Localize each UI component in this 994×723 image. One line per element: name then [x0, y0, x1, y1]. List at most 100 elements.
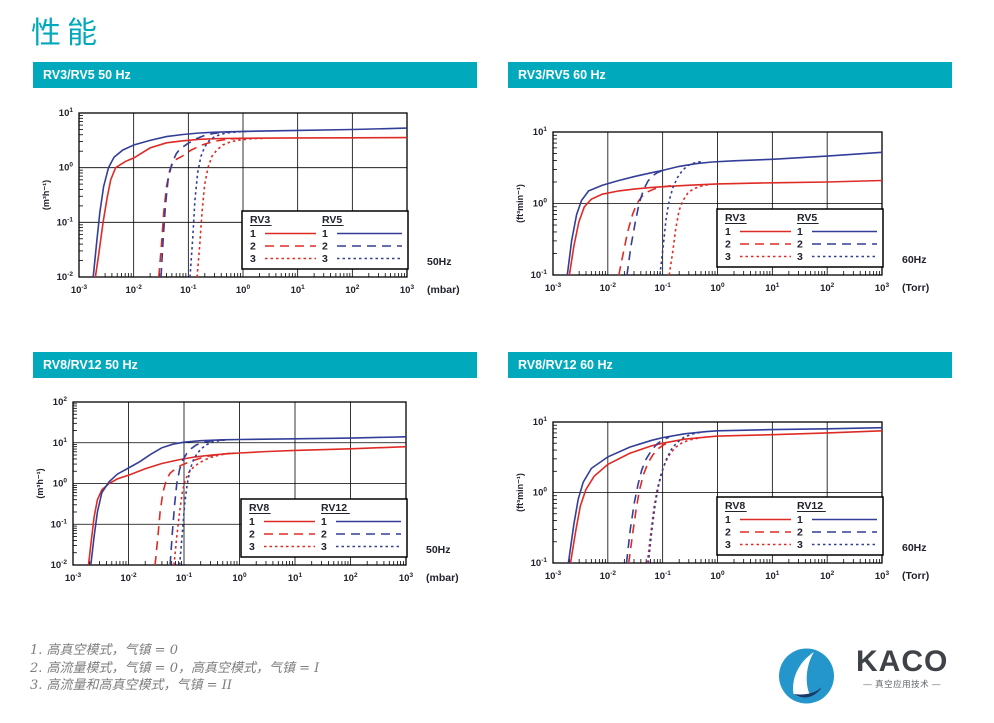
svg-text:3: 3 — [797, 539, 803, 551]
svg-text:2: 2 — [249, 529, 255, 541]
svg-text:(m³h⁻¹): (m³h⁻¹) — [35, 468, 45, 498]
svg-text:3: 3 — [797, 251, 803, 263]
svg-text:100: 100 — [59, 162, 74, 174]
svg-text:102: 102 — [53, 396, 68, 408]
svg-text:3: 3 — [250, 253, 256, 265]
svg-text:10-3: 10-3 — [545, 570, 562, 582]
svg-text:2: 2 — [797, 239, 803, 251]
svg-text:RV8: RV8 — [249, 502, 269, 514]
svg-text:1: 1 — [797, 514, 803, 526]
svg-text:RV3: RV3 — [725, 212, 745, 224]
logo-emblem-icon — [779, 648, 834, 704]
svg-text:10-2: 10-2 — [51, 559, 68, 571]
footnotes: 1. 高真空模式，气镇 = 0 2. 高流量模式，气镇 = 0，高真空模式，气镇… — [30, 642, 319, 695]
svg-text:(Torr): (Torr) — [902, 282, 929, 294]
svg-text:RV12: RV12 — [321, 502, 347, 514]
svg-text:103: 103 — [875, 282, 890, 294]
svg-text:10-1: 10-1 — [176, 572, 193, 584]
svg-text:3: 3 — [321, 541, 327, 553]
svg-text:50Hz: 50Hz — [426, 544, 451, 556]
svg-text:10-2: 10-2 — [600, 282, 617, 294]
svg-text:2: 2 — [250, 241, 256, 253]
svg-text:1: 1 — [797, 226, 803, 238]
svg-text:103: 103 — [399, 572, 414, 584]
svg-text:(ft³min⁻¹): (ft³min⁻¹) — [515, 473, 525, 512]
chart-header-rv8rv12-60hz: RV8/RV12 60 Hz — [508, 352, 952, 378]
svg-text:10-2: 10-2 — [120, 572, 137, 584]
svg-text:100: 100 — [710, 282, 725, 294]
svg-text:10-2: 10-2 — [57, 271, 74, 283]
svg-text:(ft³min⁻¹): (ft³min⁻¹) — [515, 184, 525, 223]
svg-text:3: 3 — [725, 251, 731, 263]
svg-text:10-1: 10-1 — [51, 518, 68, 530]
svg-text:(mbar): (mbar) — [427, 284, 460, 296]
svg-text:RV12: RV12 — [797, 500, 823, 512]
svg-text:50Hz: 50Hz — [427, 256, 452, 268]
svg-text:RV5: RV5 — [797, 212, 817, 224]
svg-text:(m³h⁻¹): (m³h⁻¹) — [41, 180, 51, 210]
svg-text:100: 100 — [533, 198, 548, 210]
svg-text:2: 2 — [725, 527, 731, 539]
svg-text:100: 100 — [232, 572, 247, 584]
svg-text:102: 102 — [820, 570, 835, 582]
svg-text:RV3: RV3 — [250, 214, 270, 226]
svg-text:1: 1 — [322, 228, 328, 240]
svg-text:60Hz: 60Hz — [902, 254, 927, 266]
svg-text:1: 1 — [321, 516, 327, 528]
svg-text:10-2: 10-2 — [600, 570, 617, 582]
logo-tagline: — 真空应用技术 — — [863, 679, 942, 689]
footnote-1: 1. 高真空模式，气镇 = 0 — [30, 643, 178, 658]
svg-text:10-1: 10-1 — [654, 282, 671, 294]
svg-text:10-3: 10-3 — [545, 282, 562, 294]
logo-wave — [793, 687, 822, 698]
svg-text:(Torr): (Torr) — [902, 570, 929, 582]
svg-text:101: 101 — [53, 437, 68, 449]
svg-text:2: 2 — [797, 527, 803, 539]
svg-text:3: 3 — [725, 539, 731, 551]
svg-text:1: 1 — [249, 516, 255, 528]
svg-text:101: 101 — [533, 416, 548, 428]
svg-text:100: 100 — [53, 478, 68, 490]
svg-text:101: 101 — [765, 570, 780, 582]
svg-text:2: 2 — [321, 529, 327, 541]
svg-text:101: 101 — [291, 284, 306, 296]
svg-text:102: 102 — [345, 284, 360, 296]
svg-text:1: 1 — [250, 228, 256, 240]
svg-text:101: 101 — [533, 126, 548, 138]
logo-name: KACO — [856, 645, 949, 678]
svg-text:101: 101 — [288, 572, 303, 584]
svg-text:2: 2 — [725, 239, 731, 251]
svg-text:10-1: 10-1 — [531, 557, 548, 569]
svg-text:2: 2 — [322, 241, 328, 253]
svg-text:101: 101 — [59, 107, 74, 119]
svg-text:103: 103 — [400, 284, 415, 296]
svg-text:10-2: 10-2 — [125, 284, 142, 296]
svg-text:10-3: 10-3 — [71, 284, 88, 296]
footnote-3: 3. 高流量和高真空模式，气镇 = II — [30, 678, 232, 693]
svg-text:RV8: RV8 — [725, 500, 745, 512]
svg-text:100: 100 — [710, 570, 725, 582]
svg-text:3: 3 — [249, 541, 255, 553]
svg-text:10-3: 10-3 — [65, 572, 82, 584]
svg-text:10-1: 10-1 — [57, 216, 74, 228]
logo-sail — [793, 652, 814, 698]
svg-text:1: 1 — [725, 514, 731, 526]
svg-text:102: 102 — [343, 572, 358, 584]
svg-text:103: 103 — [875, 570, 890, 582]
svg-text:100: 100 — [533, 487, 548, 499]
svg-text:RV5: RV5 — [322, 214, 342, 226]
svg-text:100: 100 — [236, 284, 251, 296]
svg-text:10-1: 10-1 — [531, 269, 548, 281]
svg-text:101: 101 — [765, 282, 780, 294]
chart-header-rv3rv5-60hz: RV3/RV5 60 Hz — [508, 62, 952, 88]
svg-text:3: 3 — [322, 253, 328, 265]
svg-text:10-1: 10-1 — [654, 570, 671, 582]
svg-text:60Hz: 60Hz — [902, 542, 927, 554]
page-title: 性能 — [31, 16, 103, 51]
chart-header-rv3rv5-50hz: RV3/RV5 50 Hz — [33, 62, 477, 88]
svg-text:1: 1 — [725, 226, 731, 238]
company-logo: KACO — 真空应用技术 — — [778, 647, 948, 707]
chart-header-rv8rv12-50hz: RV8/RV12 50 Hz — [33, 352, 477, 378]
